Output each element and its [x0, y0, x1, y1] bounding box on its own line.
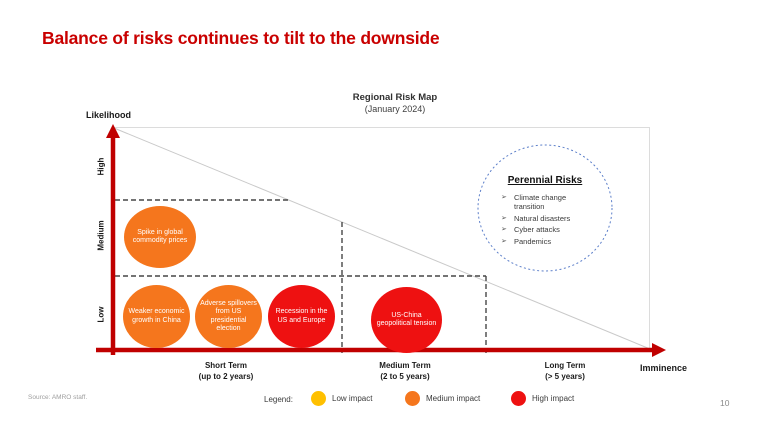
perennial-risks-title: Perennial Risks: [507, 175, 583, 186]
x-tick-short-term: Short Term (up to 2 years): [161, 361, 291, 382]
perennial-risk-text: Cyber attacks: [514, 225, 560, 235]
low-impact-dot-icon: [311, 391, 326, 406]
legend-label: Legend:: [264, 395, 293, 404]
list-item: ➢ Natural disasters: [501, 214, 597, 223]
perennial-risk-text: Pandemics: [514, 236, 552, 246]
medium-impact-dot-icon: [405, 391, 420, 406]
x-tick-range: (up to 2 years): [198, 371, 254, 381]
x-tick-term: Short Term: [204, 361, 248, 370]
perennial-risks-circle: [477, 144, 613, 272]
x-tick-term: Medium Term: [379, 361, 431, 370]
x-tick-medium-term: Medium Term (2 to 5 years): [340, 361, 470, 382]
risk-bubble-commodity-prices: Spike in global commodity prices: [124, 206, 196, 268]
y-tick-medium: Medium: [96, 220, 106, 251]
list-item: ➢ Climate change transition: [501, 193, 597, 212]
legend-item-low-impact: Low impact: [311, 391, 372, 406]
list-item: ➢ Pandemics: [501, 237, 597, 246]
chart-subtitle: (January 2024): [364, 103, 426, 114]
risk-bubble-us-europe-recession: Recession in the US and Europe: [268, 285, 335, 348]
legend-item-high-impact: High impact: [511, 391, 574, 406]
legend-item-text: Medium impact: [426, 394, 481, 403]
legend-item-text: High impact: [532, 394, 575, 403]
y-axis-label: Likelihood: [86, 110, 131, 120]
perennial-risk-text: Climate change transition: [514, 193, 567, 212]
y-tick-high: High: [96, 157, 106, 176]
y-tick-low: Low: [96, 306, 106, 323]
page-number: 10: [720, 398, 730, 408]
list-item: ➢ Cyber attacks: [501, 225, 597, 234]
risk-bubble-us-election: Adverse spillovers from US presidential …: [195, 285, 262, 348]
y-axis-arrow-icon: [106, 124, 120, 138]
diagonal-risk-line: [113, 127, 651, 350]
chart-heading: Regional Risk Map (January 2024): [280, 92, 510, 116]
x-axis-label: Imminence: [640, 363, 688, 373]
risk-bubble-china-growth: Weaker economic growth in China: [123, 285, 190, 348]
arrow-bullet-icon: ➢: [501, 194, 507, 201]
x-tick-range: (> 5 years): [545, 371, 585, 381]
arrow-bullet-icon: ➢: [501, 237, 507, 245]
page-title: Balance of risks continues to tilt to th…: [42, 28, 440, 48]
x-tick-term: Long Term: [544, 361, 586, 370]
source-note: Source: AMRO staff.: [28, 394, 88, 401]
legend-item-medium-impact: Medium impact: [405, 391, 480, 406]
risk-bubble-us-china-tension: US-China geopolitical tension: [371, 287, 442, 353]
x-tick-long-term: Long Term (> 5 years): [500, 361, 630, 382]
x-tick-range: (2 to 5 years): [380, 371, 430, 381]
perennial-risk-text: Natural disasters: [514, 213, 571, 223]
high-impact-dot-icon: [511, 391, 526, 406]
perennial-risks-list: ➢ Climate change transition ➢ Natural di…: [501, 193, 597, 248]
arrow-bullet-icon: ➢: [501, 226, 507, 234]
chart-title: Regional Risk Map: [352, 92, 438, 103]
x-axis-arrow-icon: [652, 343, 666, 357]
arrow-bullet-icon: ➢: [501, 214, 507, 222]
legend-item-text: Low impact: [332, 394, 373, 403]
